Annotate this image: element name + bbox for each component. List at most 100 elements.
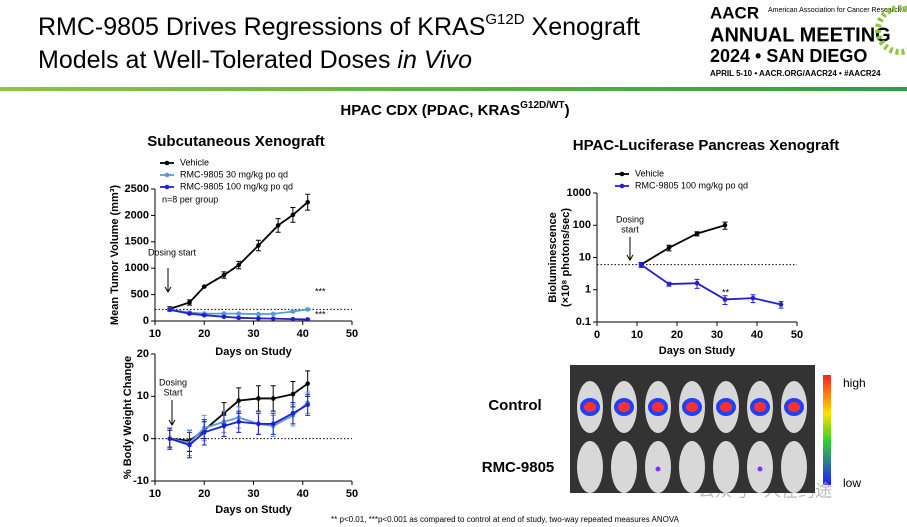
- x-tick-label: 50: [346, 488, 358, 500]
- signal: [720, 402, 732, 412]
- data-point: [305, 381, 310, 386]
- x-tick-label: 30: [247, 328, 259, 340]
- annotation: **: [722, 287, 730, 297]
- annotation: ***: [315, 286, 326, 296]
- scale-high: high: [843, 376, 866, 390]
- data-point: [722, 222, 728, 228]
- annotation: Dosing start: [148, 247, 197, 257]
- y-tick-label: 1500: [125, 236, 149, 248]
- mouse: [679, 441, 705, 493]
- dosing-arrow: [168, 400, 176, 426]
- annotation: Dosing: [159, 377, 187, 387]
- data-point: [290, 316, 296, 322]
- data-point: [201, 284, 207, 289]
- legend-note: n=8 per group: [162, 194, 218, 204]
- signal: [655, 466, 661, 472]
- data-point: [236, 262, 242, 268]
- data-point: [221, 272, 227, 278]
- data-point: [722, 297, 728, 302]
- data-point: [275, 223, 281, 228]
- y-tick-label: 10: [137, 390, 149, 402]
- logo-name: AACR: [710, 3, 759, 22]
- chart-title: Subcutaneous Xenograft: [147, 133, 325, 150]
- data-point: [187, 300, 192, 305]
- signal: [788, 402, 800, 412]
- y-tick-label: -10: [133, 475, 149, 487]
- data-point: [256, 421, 261, 427]
- signal: [754, 402, 766, 412]
- legend-marker: [164, 184, 170, 190]
- data-point: [236, 311, 242, 316]
- x-tick-label: 20: [198, 328, 210, 340]
- x-tick-label: 50: [791, 329, 803, 341]
- mouse: [577, 441, 603, 493]
- title-line1: RMC-9805 Drives Regressions of KRASG12D …: [38, 11, 640, 41]
- x-tick-label: 40: [751, 329, 763, 341]
- signal: [757, 466, 763, 472]
- data-point: [270, 311, 276, 317]
- logo-graphic: [875, 5, 907, 55]
- scale-low: low: [843, 476, 861, 490]
- data-point: [270, 421, 276, 427]
- data-point: [236, 419, 242, 425]
- data-point: [221, 314, 227, 320]
- legend-label: RMC-9805 100 mg/kg po qd: [180, 181, 293, 191]
- legend-marker: [164, 172, 170, 178]
- data-point: [187, 311, 192, 316]
- data-point: [750, 295, 756, 301]
- logo-year: 2024 • SAN DIEGO: [710, 46, 867, 66]
- data-point: [305, 317, 310, 322]
- data-point: [778, 302, 784, 307]
- x-tick-label: 10: [149, 488, 161, 500]
- y-tick-label: 100: [573, 219, 591, 231]
- y-tick-label: 1: [585, 284, 591, 296]
- y-tick-label: 1000: [125, 262, 149, 274]
- data-point: [305, 199, 310, 205]
- data-point: [236, 315, 242, 321]
- color-scale: [823, 375, 831, 485]
- logo-info: APRIL 5-10 • AACR.ORG/AACR24 • #AACR24: [710, 69, 881, 78]
- x-tick-label: 10: [149, 328, 161, 340]
- header-rule: [0, 87, 907, 91]
- y-tick-label: 10: [579, 251, 591, 263]
- dosing-arrow: [164, 268, 172, 293]
- x-tick-label: 10: [631, 329, 643, 341]
- annotation: start: [621, 224, 639, 234]
- data-point: [256, 311, 261, 317]
- data-point: [256, 396, 261, 401]
- y-tick-label: 0: [143, 315, 149, 327]
- data-point: [694, 280, 700, 286]
- mouse: [781, 441, 807, 493]
- x-axis-label: Days on Study: [215, 346, 292, 358]
- data-point: [256, 316, 261, 321]
- data-point: [167, 307, 173, 313]
- data-point: [305, 307, 310, 312]
- y-tick-label: 1000: [567, 187, 591, 199]
- data-point: [666, 245, 672, 251]
- data-point: [236, 398, 242, 403]
- y-tick-label: 0: [143, 433, 149, 445]
- annotation: ***: [315, 309, 326, 319]
- data-point: [305, 402, 310, 408]
- y-tick-label: 2500: [125, 183, 149, 195]
- x-tick-label: 30: [711, 329, 723, 341]
- y-axis-label: (×10⁸ photons/sec): [560, 208, 572, 307]
- y-tick-label: 500: [131, 289, 149, 301]
- legend-marker: [619, 171, 625, 177]
- data-point: [270, 396, 276, 401]
- signal: [652, 402, 664, 412]
- data-point: [221, 311, 227, 316]
- x-tick-label: 40: [297, 488, 309, 500]
- data-point: [290, 391, 296, 397]
- data-point: [221, 423, 227, 429]
- y-tick-label: 2000: [125, 209, 149, 221]
- series-line: [640, 263, 782, 306]
- data-point: [201, 430, 207, 435]
- legend-label: RMC-9805 30 mg/kg po qd: [180, 169, 288, 179]
- x-tick-label: 20: [671, 329, 683, 341]
- x-axis-label: Days on Study: [215, 504, 292, 516]
- legend-label: Vehicle: [635, 168, 664, 178]
- x-tick-label: 40: [297, 328, 309, 340]
- subtitle: HPAC CDX (PDAC, KRASG12D/WT): [340, 100, 569, 119]
- series-line: [640, 224, 726, 266]
